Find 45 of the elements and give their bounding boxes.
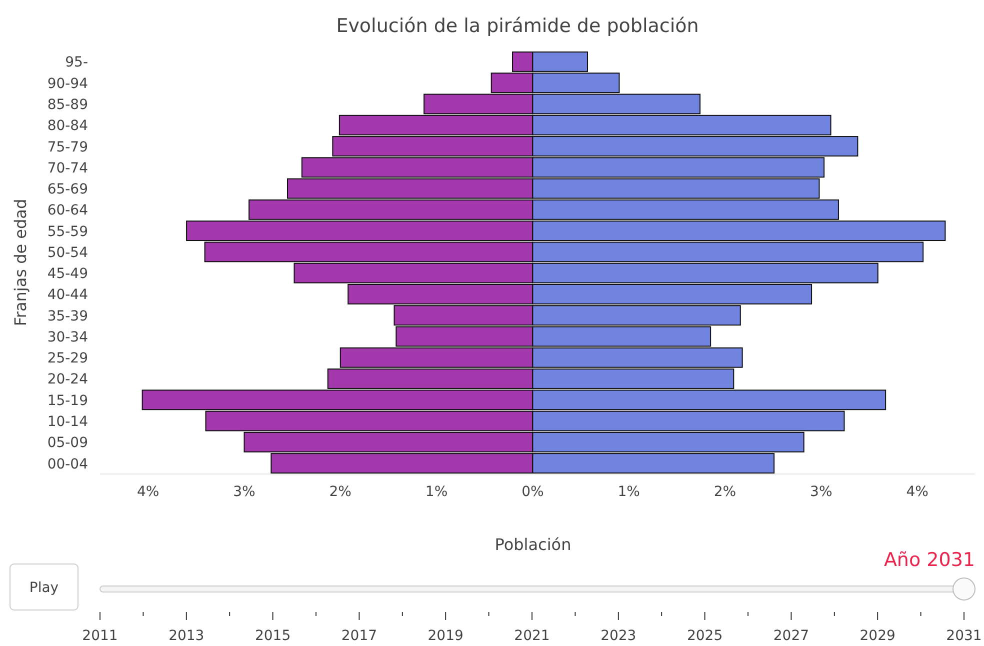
text: 2029: [860, 628, 896, 644]
y-tick-label: 60-64: [47, 202, 88, 219]
y-tick-label: 75-79: [47, 139, 88, 156]
x-tick-label: 3%: [233, 484, 256, 500]
y-tick-label: 90-94: [47, 76, 88, 92]
y-tick-label: 65-69: [47, 182, 88, 198]
y-tick-label: 80-84: [47, 118, 88, 134]
y-tick-label: 70-74: [47, 160, 88, 176]
y-tick-label: 95-: [65, 54, 88, 71]
text: 2027: [773, 628, 810, 644]
x-tick-label: 0%: [522, 484, 544, 500]
text: 2017: [341, 628, 378, 644]
text: 2023: [600, 628, 636, 644]
y-tick-label: 40-44: [47, 287, 88, 304]
y-tick-label: 45-49: [47, 266, 88, 282]
y-tick-label: 30-34: [47, 329, 88, 346]
y-tick-label: 15-19: [47, 392, 88, 409]
text: 2015: [254, 628, 291, 644]
y-tick-label: 10-14: [47, 414, 88, 430]
y-axis-title: Franjas de edad: [11, 198, 30, 326]
x-tick-label: 2%: [329, 484, 352, 500]
x-tick-label: 4%: [906, 484, 928, 500]
text: 2021: [514, 628, 550, 644]
x-tick-label: 3%: [810, 484, 832, 500]
play-button: Play: [10, 564, 78, 610]
y-tick-label: 35-39: [47, 308, 88, 324]
text: 2013: [168, 628, 204, 644]
text: 2031: [946, 628, 982, 644]
text: 2025: [686, 628, 723, 644]
text: 2019: [428, 628, 464, 644]
y-tick-label: 50-54: [47, 244, 88, 261]
text: Año 2031: [884, 549, 975, 571]
x-tick-label: 4%: [136, 484, 160, 500]
x-tick-label: 1%: [618, 484, 640, 500]
y-tick-label: 85-89: [47, 96, 88, 113]
text: 2011: [82, 628, 118, 644]
y-tick-label: 25-29: [47, 350, 88, 367]
y-tick-label: 00-04: [47, 456, 88, 472]
x-tick-label: 2%: [714, 484, 736, 500]
y-tick-label: 55-59: [47, 224, 88, 240]
x-tick-label: 1%: [425, 484, 448, 500]
y-tick-label: 05-09: [47, 435, 88, 452]
y-tick-label: 20-24: [47, 372, 88, 388]
x-axis-title: Población: [494, 535, 572, 554]
chart-title: Evolución de la pirámide de población: [336, 15, 699, 37]
